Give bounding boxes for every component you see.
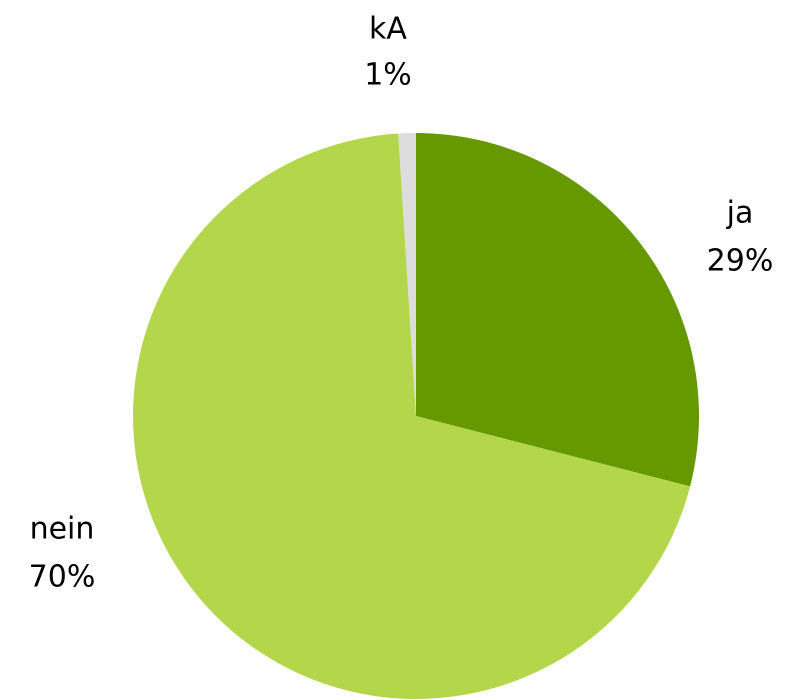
slice-value-label: 29% bbox=[707, 244, 774, 279]
slice-value-label: 70% bbox=[29, 560, 96, 595]
slice-label: kA bbox=[369, 12, 407, 47]
pie-slice bbox=[133, 133, 691, 700]
slice-label: ja bbox=[726, 196, 754, 231]
pie-slice bbox=[416, 133, 699, 487]
slice-value-label: 1% bbox=[364, 58, 412, 93]
pie-slice bbox=[398, 133, 416, 416]
slice-label: nein bbox=[30, 512, 95, 547]
